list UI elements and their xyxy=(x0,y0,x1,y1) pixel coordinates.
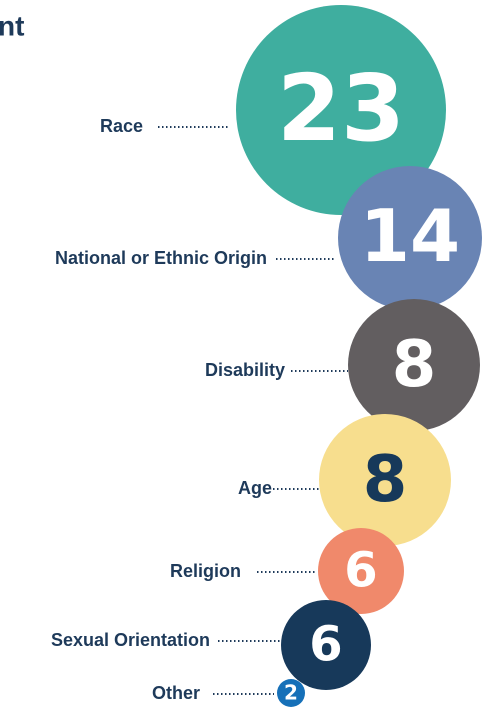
value-label: 8 xyxy=(392,328,437,402)
value-label: 6 xyxy=(344,542,377,598)
chart-title: nt xyxy=(0,10,24,41)
bubble xyxy=(348,299,480,431)
category-label: Sexual Orientation xyxy=(51,630,210,650)
bubble xyxy=(319,414,451,546)
value-label: 8 xyxy=(363,443,408,517)
category-label: Religion xyxy=(170,561,241,581)
value-label: 14 xyxy=(360,194,460,278)
category-label: Age xyxy=(238,478,272,498)
bubble xyxy=(281,600,371,690)
value-label: 2 xyxy=(284,681,298,705)
value-label: 23 xyxy=(277,55,405,162)
category-label: Other xyxy=(152,683,200,703)
category-label: National or Ethnic Origin xyxy=(55,248,267,268)
bubble xyxy=(277,679,305,707)
value-label: 6 xyxy=(309,616,342,672)
category-label: Disability xyxy=(205,360,285,380)
bubble xyxy=(338,166,482,310)
bubble xyxy=(236,5,446,215)
category-label: Race xyxy=(100,116,143,136)
bubble xyxy=(318,528,404,614)
